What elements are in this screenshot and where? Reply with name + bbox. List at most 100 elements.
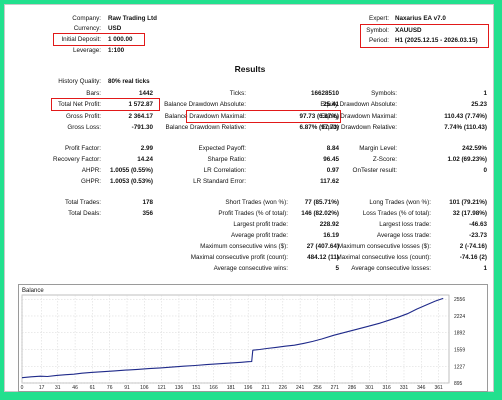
x-tick-label: 136 [175,385,184,391]
expected-payoff-value: 8.84 [326,145,339,152]
equity-dd-abs-label: Equity Drawdown Absolute: [320,101,397,108]
max-consec-wins-label: Maximum consecutive wins ($): [200,243,288,250]
avg-consec-wins-value: 5 [335,265,339,272]
loss-trades-value: 32 (17.98%) [452,210,487,217]
symbol-period-highlight [360,24,489,48]
chart-title: Balance [22,288,44,294]
avg-consec-losses-label: Average consecutive losses: [351,265,431,272]
x-tick-label: 316 [383,385,392,391]
expert-label: Expert: [369,15,389,22]
max-consec-losses-label: Maximum consecutive losses ($): [337,243,431,250]
chart-border [18,284,488,392]
largest-profit-value: 228.92 [319,221,339,228]
maximal-consec-profit-value: 484.12 (11) [307,254,339,261]
x-tick-label: 331 [400,385,409,391]
lr-std-error-label: LR Standard Error: [193,178,246,185]
y-tick-label: 895 [454,381,463,387]
balance-series-line [21,297,444,379]
lr-std-error-value: 117.62 [320,178,339,185]
equity-dd-max-label: Equity Drawdown Maximal: [321,113,397,120]
y-tick-label: 2224 [454,314,465,320]
x-tick-label: 196 [244,385,253,391]
x-tick-label: 361 [434,385,443,391]
avg-consec-wins-label: Average consecutive wins: [213,265,288,272]
z-score-value: 1.02 (69.23%) [447,156,487,163]
x-tick-label: 121 [157,385,166,391]
total-net-profit-label: Total Net Profit: [57,101,101,108]
total-deals-value: 356 [142,210,153,217]
x-tick-label: 211 [262,385,270,391]
y-tick-label: 1559 [454,348,465,354]
symbols-label: Symbols: [371,90,397,97]
initial-deposit-label: Initial Deposit: [61,36,101,43]
equity-dd-rel-value: 7.74% (110.43) [444,124,487,131]
equity-dd-max-value: 110.43 (7.74%) [444,113,487,120]
symbol-label: Symbol: [366,27,389,34]
largest-loss-label: Largest loss trade: [379,221,431,228]
max-consec-wins-value: 27 (407.64) [306,243,339,250]
x-tick-label: 286 [348,385,357,391]
x-tick-label: 346 [417,385,426,391]
long-trades-value: 101 (79.21%) [449,199,487,206]
sharpe-ratio-value: 96.45 [323,156,339,163]
avg-profit-label: Average profit trade: [231,232,288,239]
symbols-value: 1 [483,90,487,97]
x-tick-label: 271 [331,385,340,391]
x-tick-label: 181 [227,385,236,391]
maximal-consec-profit-label: Maximal consecutive profit (count): [190,254,288,261]
y-tick-label: 1227 [454,364,465,370]
equity-dd-abs-value: 25.23 [471,101,487,108]
x-tick-label: 256 [313,385,322,391]
loss-trades-label: Loss Trades (% of total): [362,210,431,217]
avg-consec-losses-value: 1 [483,265,487,272]
y-tick-label: 2556 [454,297,465,303]
equity-dd-rel-label: Equity Drawdown Relative: [321,124,397,131]
gross-profit-value: 2 364.17 [128,113,153,120]
x-tick-label: 17 [39,385,45,391]
ghpr-label: GHPR: [81,178,101,185]
balance-dd-max-value: 97.73 (6.87%) [299,113,339,120]
ghpr-value: 1.0053 (0.53%) [109,178,153,185]
balance-dd-abs-value: 25.41 [323,101,339,108]
profit-factor-value: 2.99 [140,145,153,152]
x-tick-label: 91 [124,385,130,391]
x-tick-label: 241 [296,385,305,391]
period-label: Period: [369,37,389,44]
margin-level-label: Margin Level: [359,145,397,152]
expert-value: Naxarius EA v7.0 [395,15,446,22]
net-profit-highlight [51,98,160,111]
maximal-consec-loss-label: Maximal consecutive loss (count): [336,254,432,261]
period-value: H1 (2025.12.15 - 2026.03.15) [395,37,478,44]
total-trades-label: Total Trades: [64,199,101,206]
initial-deposit-highlight [53,33,145,46]
gross-loss-value: -791.30 [131,124,153,131]
balance-dd-abs-label: Balance Drawdown Absolute: [164,101,246,108]
ticks-label: Ticks: [229,90,246,97]
x-tick-label: 31 [55,385,61,391]
short-trades-label: Short Trades (won %): [225,199,288,206]
company-label: Company: [72,15,101,22]
sharpe-ratio-label: Sharpe Ratio: [207,156,246,163]
max-consec-losses-value: 2 (-74.16) [459,243,487,250]
gross-profit-label: Gross Profit: [66,113,101,120]
symbol-value: XAUUSD [395,27,422,34]
total-deals-label: Total Deals: [68,210,101,217]
bars-label: Bars: [86,90,101,97]
initial-deposit-value: 1 000.00 [108,36,133,43]
ahpr-value: 1.0055 (0.55%) [109,167,153,174]
profit-trades-value: 146 (82.02%) [301,210,339,217]
currency-value: USD [108,25,122,32]
balance-dd-rel-label: Balance Drawdown Relative: [165,124,246,131]
expected-payoff-label: Expected Payoff: [198,145,247,152]
x-tick-label: 226 [279,385,288,391]
history-quality-value: 80% real ticks [108,78,150,85]
x-tick-label: 151 [192,385,201,391]
short-trades-value: 77 (85.71%) [304,199,339,206]
y-tick-label: 1892 [454,331,465,337]
margin-level-value: 242.59% [462,145,487,152]
avg-loss-value: -23.73 [469,232,487,239]
leverage-label: Leverage: [72,47,101,54]
total-net-profit-value: 1 572.87 [128,101,153,108]
company-value: Raw Trading Ltd [108,15,157,22]
balance-chart: Balance 895 1227 1559 1892 2224 2556 0 17 31 46 6… [18,284,488,392]
